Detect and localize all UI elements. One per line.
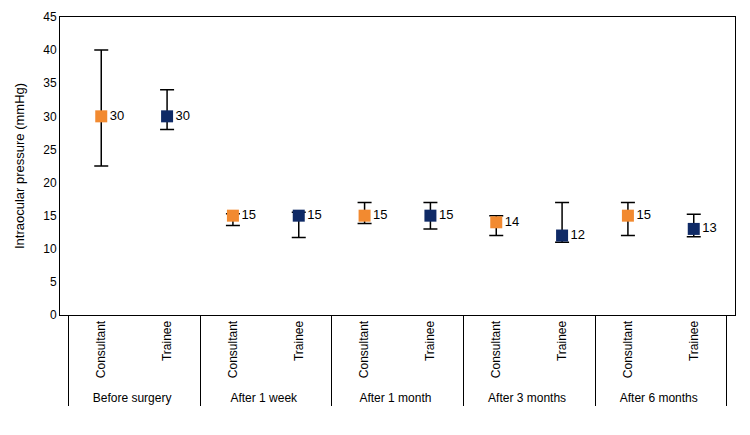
svg-text:30: 30 <box>43 110 57 124</box>
svg-text:Consultant: Consultant <box>226 320 240 378</box>
svg-text:15: 15 <box>439 207 453 222</box>
svg-text:Intraocular pressure (mmHg): Intraocular pressure (mmHg) <box>12 83 27 249</box>
svg-text:45: 45 <box>43 10 57 24</box>
svg-text:15: 15 <box>636 207 650 222</box>
svg-text:Consultant: Consultant <box>94 320 108 378</box>
svg-text:25: 25 <box>43 143 57 157</box>
svg-text:0: 0 <box>50 308 57 322</box>
svg-text:Consultant: Consultant <box>489 320 503 378</box>
svg-text:After 3 months: After 3 months <box>488 391 566 405</box>
svg-text:Trainee: Trainee <box>555 320 569 361</box>
svg-text:15: 15 <box>373 207 387 222</box>
svg-text:Consultant: Consultant <box>357 320 371 378</box>
svg-text:Trainee: Trainee <box>687 320 701 361</box>
svg-text:After 1 week: After 1 week <box>230 391 298 405</box>
svg-text:Trainee: Trainee <box>292 320 306 361</box>
svg-text:14: 14 <box>505 214 519 229</box>
svg-text:Before surgery: Before surgery <box>93 391 172 405</box>
svg-text:30: 30 <box>176 108 190 123</box>
svg-text:10: 10 <box>43 242 57 256</box>
svg-text:20: 20 <box>43 176 57 190</box>
svg-text:Trainee: Trainee <box>423 320 437 361</box>
svg-text:30: 30 <box>110 108 124 123</box>
svg-text:15: 15 <box>307 207 321 222</box>
svg-text:Consultant: Consultant <box>621 320 635 378</box>
svg-text:Trainee: Trainee <box>160 320 174 361</box>
svg-text:15: 15 <box>43 209 57 223</box>
svg-text:13: 13 <box>702 220 716 235</box>
svg-text:35: 35 <box>43 76 57 90</box>
svg-text:15: 15 <box>241 207 255 222</box>
svg-text:After 6 months: After 6 months <box>620 391 698 405</box>
svg-text:40: 40 <box>43 43 57 57</box>
svg-text:12: 12 <box>571 227 585 242</box>
svg-text:5: 5 <box>50 275 57 289</box>
svg-text:After 1 month: After 1 month <box>359 391 431 405</box>
